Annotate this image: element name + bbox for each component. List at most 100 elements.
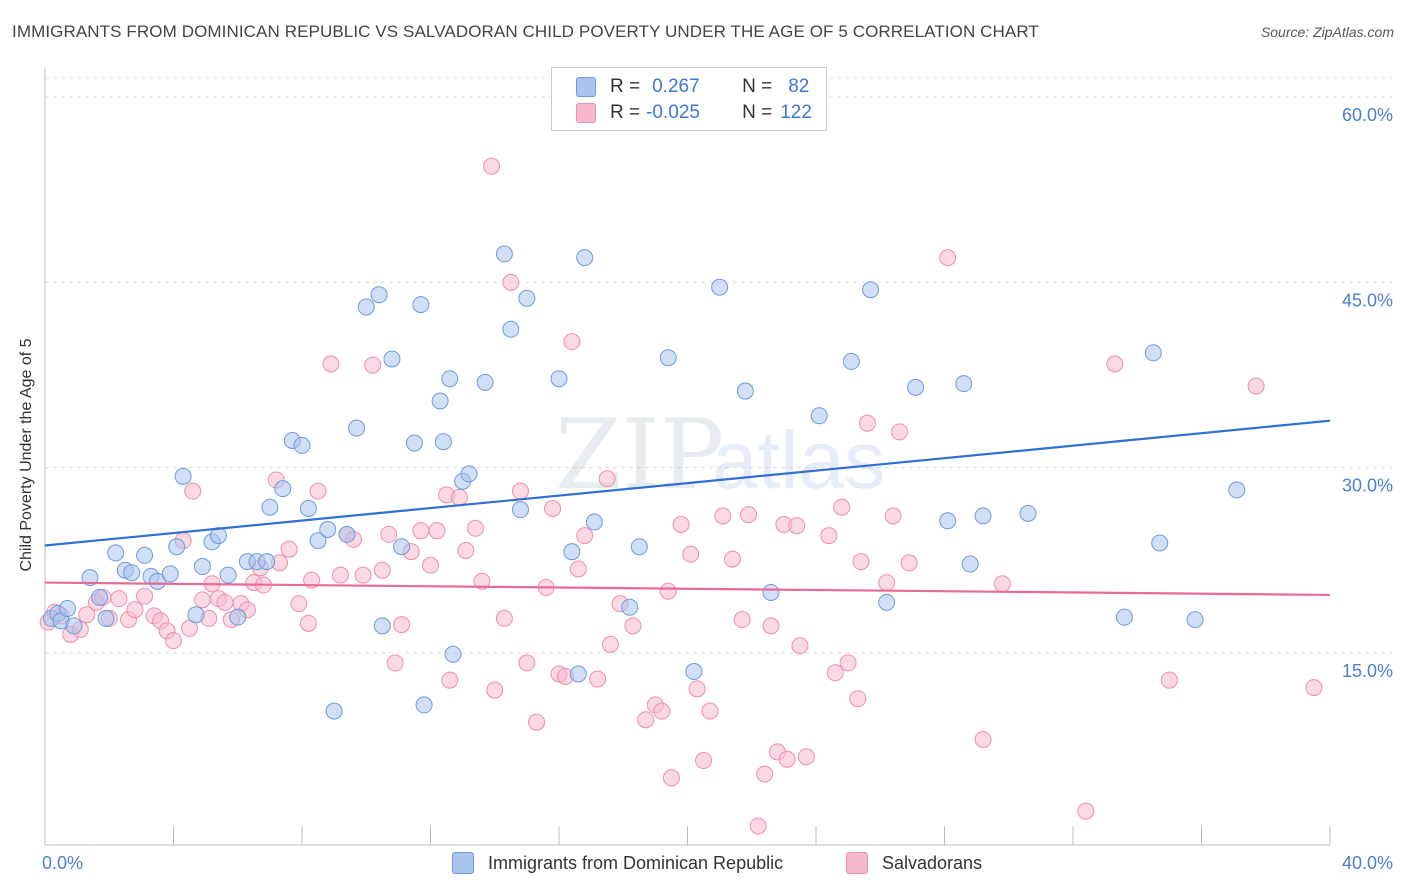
bottom-legend-label: Salvadorans xyxy=(882,852,983,873)
point-salvadorans xyxy=(354,566,372,584)
point-salvadorans xyxy=(473,572,491,590)
point-salvadorans xyxy=(518,654,536,672)
point-dominican xyxy=(444,645,462,663)
point-salvadorans xyxy=(662,769,680,787)
point-salvadorans xyxy=(788,517,806,535)
point-dominican xyxy=(325,702,343,720)
point-dominican xyxy=(511,501,529,519)
point-dominican xyxy=(258,553,276,571)
point-salvadorans xyxy=(1247,377,1265,395)
point-dominican xyxy=(630,538,648,556)
point-salvadorans xyxy=(386,654,404,672)
point-salvadorans xyxy=(332,566,350,584)
point-salvadorans xyxy=(569,560,587,578)
point-salvadorans xyxy=(637,711,655,729)
point-salvadorans xyxy=(299,614,317,632)
point-salvadorans xyxy=(428,522,446,540)
point-dominican xyxy=(193,558,211,576)
point-salvadorans xyxy=(511,482,529,500)
point-salvadorans xyxy=(740,506,758,524)
point-salvadorans xyxy=(891,423,909,441)
point-dominican xyxy=(357,298,375,316)
point-salvadorans xyxy=(110,590,128,608)
point-salvadorans xyxy=(974,730,992,748)
point-salvadorans xyxy=(466,519,484,537)
point-dominican xyxy=(711,278,729,296)
point-salvadorans xyxy=(714,507,732,525)
point-dominican xyxy=(136,546,154,564)
legend-r-label: R = xyxy=(610,102,641,123)
point-dominican xyxy=(563,543,581,561)
point-dominican xyxy=(569,665,587,683)
bottom-legend-series2[interactable]: Salvadorans xyxy=(846,852,982,874)
point-dominican xyxy=(685,663,703,681)
point-dominican xyxy=(107,544,125,562)
point-dominican xyxy=(955,375,973,393)
y-tick-label: 45.0% xyxy=(1342,290,1393,310)
point-dominican xyxy=(405,434,423,452)
point-dominican xyxy=(736,382,754,400)
point-dominican xyxy=(415,696,433,714)
point-salvadorans xyxy=(181,619,199,637)
point-salvadorans xyxy=(1305,679,1323,697)
trend-line-salvadorans xyxy=(44,581,1331,597)
point-salvadorans xyxy=(502,273,520,291)
point-salvadorans xyxy=(216,593,234,611)
point-salvadorans xyxy=(797,748,815,766)
legend-n-label: N = xyxy=(742,76,773,97)
legend-n-value: 82 xyxy=(788,76,810,97)
series-salvadorans-points xyxy=(39,157,1323,835)
point-salvadorans xyxy=(878,574,896,592)
point-dominican xyxy=(370,286,388,304)
point-salvadorans xyxy=(457,541,475,559)
legend-row-series2: R = -0.025 N = 122 xyxy=(576,101,812,125)
point-dominican xyxy=(441,370,459,388)
point-dominican xyxy=(1115,608,1133,626)
y-tick-label: 15.0% xyxy=(1342,661,1393,681)
point-dominican xyxy=(518,289,536,307)
point-salvadorans xyxy=(939,249,957,267)
point-salvadorans xyxy=(900,554,918,572)
x-tick-label: 0.0% xyxy=(42,853,83,873)
point-salvadorans xyxy=(1106,355,1124,373)
point-salvadorans xyxy=(441,671,459,689)
point-dominican xyxy=(229,608,247,626)
point-dominican xyxy=(762,583,780,601)
point-dominican xyxy=(219,566,237,584)
point-salvadorans xyxy=(1160,671,1178,689)
point-salvadorans xyxy=(364,356,382,374)
point-salvadorans xyxy=(624,617,642,635)
point-salvadorans xyxy=(486,681,504,699)
point-salvadorans xyxy=(528,713,546,731)
legend-r-value: -0.025 xyxy=(646,102,700,123)
point-salvadorans xyxy=(791,637,809,655)
point-dominican xyxy=(878,593,896,611)
trend-lines xyxy=(44,419,1331,597)
point-salvadorans xyxy=(659,582,677,600)
point-dominican xyxy=(319,520,337,538)
point-salvadorans xyxy=(126,601,144,619)
point-dominican xyxy=(161,565,179,583)
point-dominican xyxy=(373,617,391,635)
point-salvadorans xyxy=(422,556,439,574)
point-dominican xyxy=(187,606,205,624)
point-dominican xyxy=(502,320,520,338)
chart-title: IMMIGRANTS FROM DOMINICAN REPUBLIC VS SA… xyxy=(12,22,1039,41)
point-dominican xyxy=(621,598,639,616)
point-salvadorans xyxy=(695,751,713,769)
point-salvadorans xyxy=(858,414,876,432)
point-salvadorans xyxy=(184,482,202,500)
point-dominican xyxy=(907,378,925,396)
point-salvadorans xyxy=(839,654,857,672)
point-salvadorans xyxy=(165,632,182,650)
bottom-legend-series1[interactable]: Immigrants from Dominican Republic xyxy=(452,852,783,874)
point-salvadorans xyxy=(450,488,468,506)
point-dominican xyxy=(434,433,452,451)
point-salvadorans xyxy=(601,635,619,653)
point-dominican xyxy=(299,499,317,517)
legend-row-series1: R = 0.267 N = 82 xyxy=(576,75,809,99)
point-dominican xyxy=(1186,611,1204,629)
point-salvadorans xyxy=(756,765,774,783)
point-salvadorans xyxy=(884,507,902,525)
